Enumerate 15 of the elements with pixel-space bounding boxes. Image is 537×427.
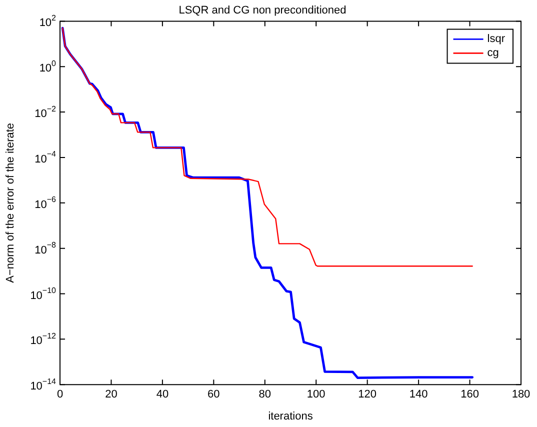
x-axis-title: iterations xyxy=(268,410,314,422)
y-axis-title: A−norm of the error of the iterate xyxy=(4,122,17,283)
x-tick-label: 80 xyxy=(258,388,272,401)
x-tick-label: 140 xyxy=(409,388,428,401)
x-tick-label: 160 xyxy=(460,388,479,401)
x-tick-label: 20 xyxy=(105,388,118,401)
x-tick-label: 60 xyxy=(208,388,220,401)
x-tick-label: 120 xyxy=(358,388,377,401)
x-tick-label: 40 xyxy=(156,388,169,401)
chart-title: LSQR and CG non preconditioned xyxy=(178,4,346,17)
x-tick-label: 180 xyxy=(512,388,530,401)
legend-label: lsqr xyxy=(487,33,506,46)
x-tick-label: 100 xyxy=(306,388,326,401)
x-tick-label: 0 xyxy=(56,388,64,401)
legend-label: cg xyxy=(487,47,499,60)
